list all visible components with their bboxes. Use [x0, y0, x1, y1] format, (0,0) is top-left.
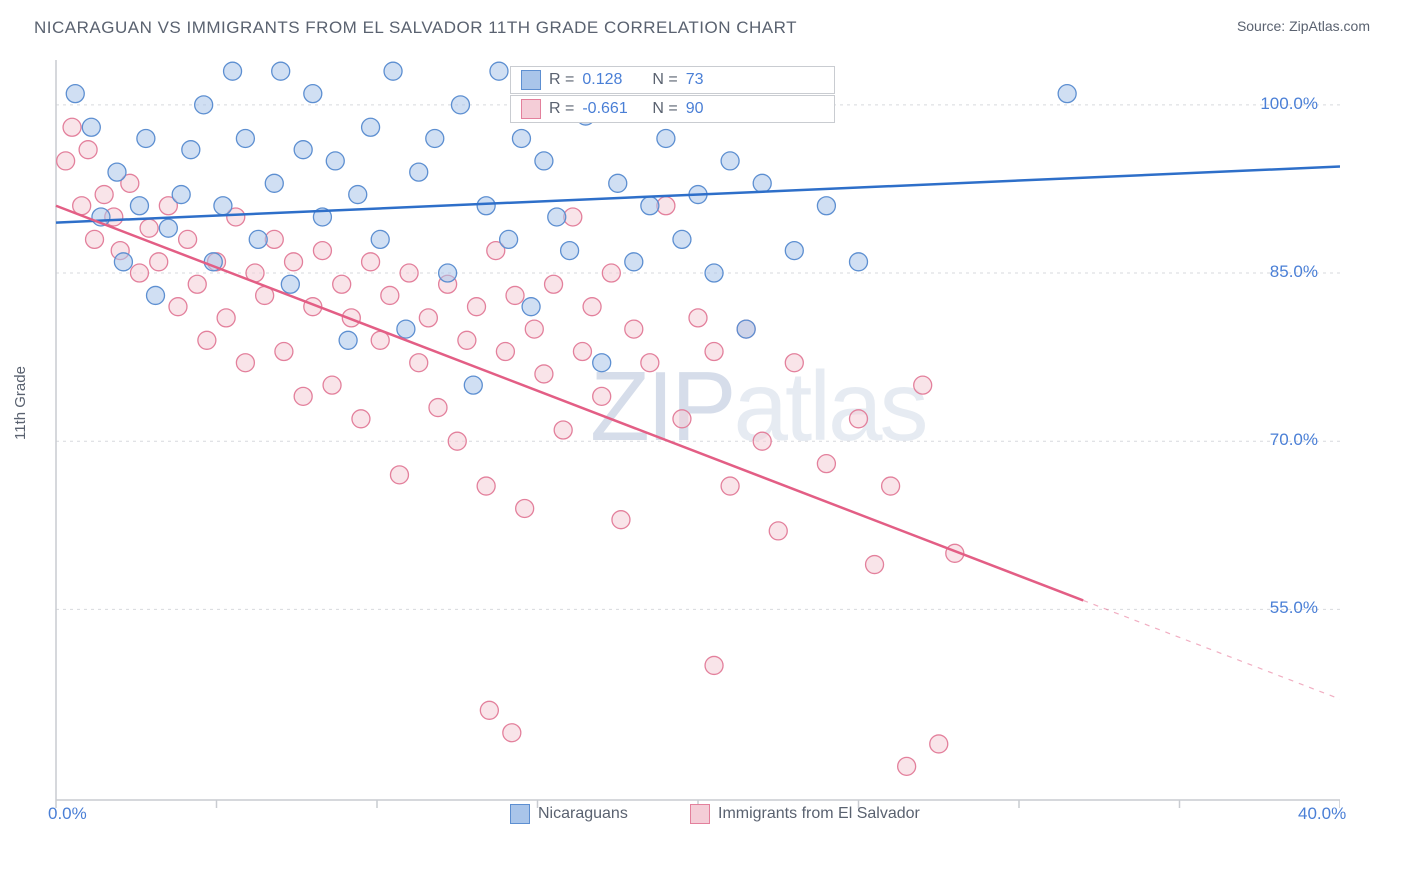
- bottom-legend-nicaraguans: Nicaraguans: [510, 804, 628, 824]
- legend-swatch-icon: [690, 804, 710, 824]
- legend-r-value: -0.661: [582, 100, 644, 118]
- legend-swatch-icon: [510, 804, 530, 824]
- y-tick-label: 85.0%: [1270, 262, 1318, 282]
- legend-series-label: Nicaraguans: [538, 805, 628, 823]
- plot-area: 55.0%70.0%85.0%100.0%0.0%40.0%R = 0.128N…: [50, 60, 1340, 830]
- bottom-legend-el_salvador: Immigrants from El Salvador: [690, 804, 920, 824]
- legend-swatch-icon: [521, 70, 541, 90]
- plot-svg: [50, 60, 1340, 830]
- legend-r-label: R =: [549, 71, 574, 89]
- chart-title: NICARAGUAN VS IMMIGRANTS FROM EL SALVADO…: [34, 18, 797, 38]
- legend-n-value: 73: [686, 71, 704, 89]
- legend-stats-nicaraguans: R = 0.128 N = 73: [510, 66, 835, 94]
- legend-n-label: N =: [652, 100, 677, 118]
- chart-container: NICARAGUAN VS IMMIGRANTS FROM EL SALVADO…: [0, 0, 1406, 892]
- legend-stats-el_salvador: R = -0.661 N = 90: [510, 95, 835, 123]
- source-label: Source: ZipAtlas.com: [1237, 18, 1370, 34]
- y-tick-label: 100.0%: [1260, 94, 1318, 114]
- legend-n-label: N =: [652, 71, 677, 89]
- legend-series-label: Immigrants from El Salvador: [718, 805, 920, 823]
- x-tick-label: 0.0%: [48, 804, 87, 824]
- x-tick-label: 40.0%: [1298, 804, 1346, 824]
- y-tick-label: 55.0%: [1270, 598, 1318, 618]
- y-axis-label: 11th Grade: [12, 366, 29, 440]
- legend-r-label: R =: [549, 100, 574, 118]
- y-tick-label: 70.0%: [1270, 430, 1318, 450]
- legend-n-value: 90: [686, 100, 704, 118]
- legend-swatch-icon: [521, 99, 541, 119]
- legend-r-value: 0.128: [582, 71, 644, 89]
